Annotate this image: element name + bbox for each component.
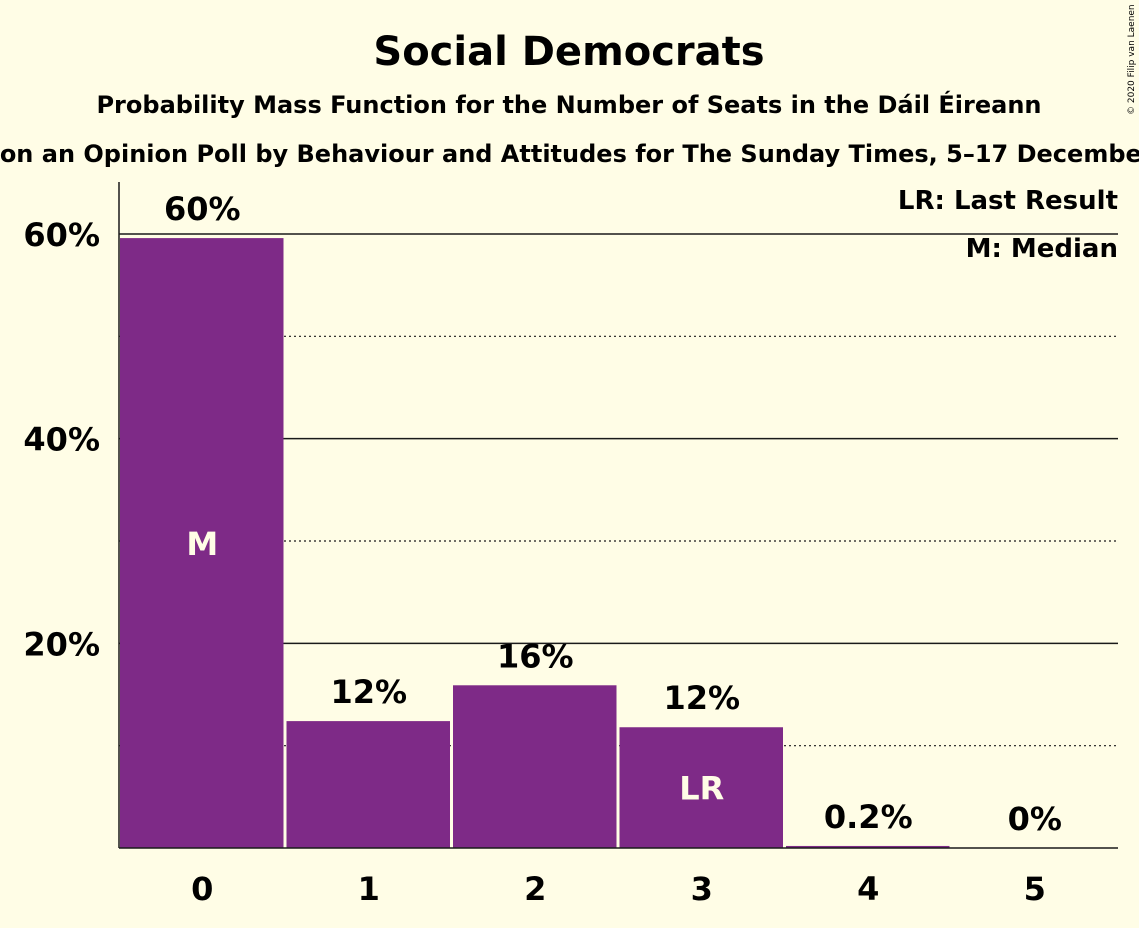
legend-median: M: Median (966, 234, 1118, 264)
x-axis-ticks: 0 1 2 3 4 5 (191, 870, 1046, 908)
x-tick-label: 0 (191, 870, 213, 908)
x-tick-label: 3 (691, 870, 713, 908)
y-tick-label: 20% (23, 625, 100, 663)
gridlines (119, 233, 1118, 747)
x-tick-label: 2 (524, 870, 546, 908)
bars: 60% M 12% 16% 12% LR 0.2% 0% (120, 190, 1062, 849)
y-tick-label: 40% (23, 421, 100, 459)
chart-subtitle: Probability Mass Function for the Number… (96, 90, 1041, 119)
bar-inner-label: M (186, 525, 218, 563)
bar-4 (786, 845, 950, 848)
bar-value-label: 12% (330, 673, 407, 711)
copyright-notice: © 2020 Filip van Laenen (1127, 4, 1137, 115)
y-tick-label: 60% (23, 216, 100, 254)
bar-value-label: 12% (663, 679, 740, 717)
bar-value-label: 0.2% (824, 798, 913, 836)
bar-3 (619, 727, 783, 848)
x-tick-label: 1 (358, 870, 380, 908)
bar-0 (120, 238, 284, 849)
chart-title: Social Democrats (373, 29, 764, 75)
y-axis-ticks: 20% 40% 60% (23, 216, 100, 663)
bar-1 (286, 721, 450, 848)
x-tick-label: 5 (1024, 870, 1046, 908)
bar-inner-label: LR (679, 770, 724, 808)
bar-value-label: 16% (497, 637, 574, 675)
x-tick-label: 4 (857, 870, 879, 908)
chart-caption: Based on an Opinion Poll by Behaviour an… (0, 140, 1139, 168)
bar-value-label: 60% (164, 190, 241, 228)
legend-last-result: LR: Last Result (898, 186, 1118, 216)
bar-2 (453, 685, 617, 848)
bar-value-label: 0% (1008, 800, 1062, 838)
